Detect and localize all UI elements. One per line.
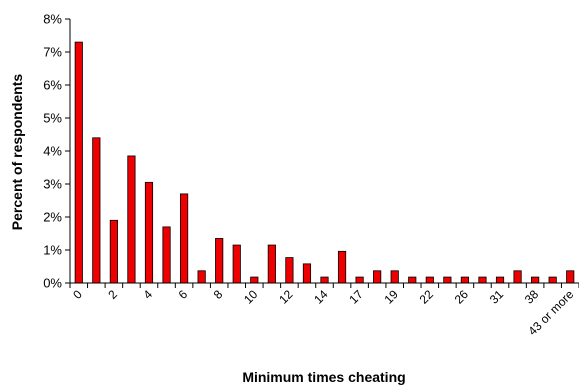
- bar-17: [355, 276, 364, 284]
- bar-21: [408, 276, 417, 284]
- x-tick-label: 0: [70, 287, 85, 302]
- bar-38: [531, 276, 540, 284]
- y-tick-label: 1%: [43, 243, 62, 258]
- x-axis-title: Minimum times cheating: [242, 369, 405, 385]
- bar-31: [495, 276, 505, 284]
- y-tick-label: 7%: [43, 45, 62, 60]
- y-tick-label: 4%: [43, 144, 62, 159]
- bar-3: [127, 155, 136, 284]
- bar-40: [548, 276, 557, 284]
- bar-29: [478, 276, 487, 284]
- bar-14: [320, 276, 329, 284]
- x-tick-label: 12: [276, 287, 296, 307]
- bar-4: [144, 181, 154, 284]
- x-tick-label: 4: [140, 287, 155, 302]
- x-tick-label: 6: [176, 287, 191, 302]
- x-tick-label: 10: [241, 287, 261, 307]
- y-axis-ticks: 0% 1% 2% 3% 4% 5% 6% 7% 8%: [43, 12, 70, 291]
- bar-15: [337, 250, 347, 284]
- y-tick-label: 5%: [43, 111, 62, 126]
- bar-10: [250, 276, 259, 284]
- x-tick-label: 2: [105, 287, 120, 302]
- bar-12: [285, 257, 294, 284]
- bar-0: [74, 41, 83, 284]
- y-axis-title: Percent of respondents: [9, 74, 25, 231]
- x-tick-label: 8: [211, 287, 226, 302]
- bar-26: [460, 276, 469, 284]
- x-tick-label: 19: [381, 287, 401, 307]
- x-tick-label: 14: [311, 287, 331, 307]
- y-tick-label: 0%: [43, 276, 62, 291]
- x-tick-label: 26: [452, 287, 472, 307]
- bar-37: [513, 270, 522, 284]
- bar-19: [390, 270, 399, 284]
- x-tick-label: 38: [522, 287, 542, 307]
- bar-9: [232, 244, 241, 284]
- bar-43-or-more: [566, 270, 575, 284]
- bar-6: [180, 193, 189, 284]
- bar-24: [443, 276, 452, 284]
- bar-11: [267, 244, 276, 284]
- bar-8: [215, 238, 224, 284]
- y-tick-label: 8%: [43, 12, 62, 27]
- bar-18: [373, 270, 382, 284]
- bar-7: [197, 270, 206, 284]
- x-tick-label: 31: [487, 287, 507, 307]
- bar-1: [92, 137, 101, 284]
- y-tick-label: 3%: [43, 177, 62, 192]
- bar-22: [425, 276, 434, 284]
- bars: [74, 41, 575, 284]
- y-tick-label: 6%: [43, 78, 62, 93]
- bar-2: [109, 219, 118, 284]
- bar-13: [302, 263, 312, 284]
- y-tick-label: 2%: [43, 210, 62, 225]
- bar-5: [162, 226, 171, 284]
- x-tick-label: 22: [417, 287, 437, 307]
- x-tick-label: 17: [346, 287, 366, 307]
